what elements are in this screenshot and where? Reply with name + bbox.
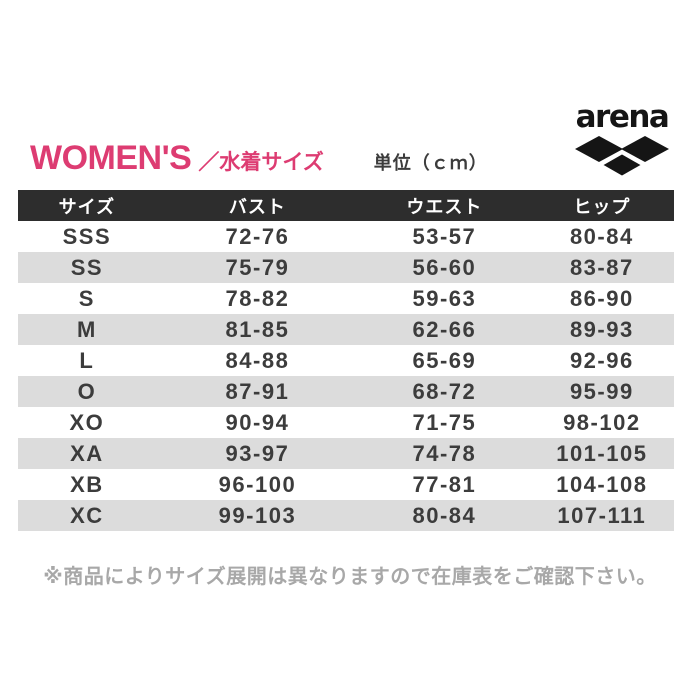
cell-bust: 84-88 bbox=[225, 347, 290, 373]
size-table-body: SSS 72-76 53-57 80-84 SS 75-79 56-60 83-… bbox=[18, 221, 674, 531]
cell-waist: 68-72 bbox=[412, 378, 477, 404]
cell-waist: 65-69 bbox=[412, 347, 477, 373]
cell-bust: 72-76 bbox=[225, 223, 290, 249]
cell-bust: 90-94 bbox=[225, 409, 290, 435]
cell-hip: 92-96 bbox=[569, 347, 634, 373]
cell-hip: 104-108 bbox=[556, 471, 648, 497]
cell-hip: 101-105 bbox=[556, 440, 648, 466]
table-row: XO 90-94 71-75 98-102 bbox=[18, 407, 674, 438]
column-header-size: サイズ bbox=[18, 190, 156, 221]
table-row: XC 99-103 80-84 107-111 bbox=[18, 500, 674, 531]
cell-waist: 59-63 bbox=[412, 285, 477, 311]
cell-hip: 80-84 bbox=[569, 223, 634, 249]
arena-logo: arena bbox=[570, 102, 674, 180]
footer-note: ※商品によりサイズ展開は異なりますので在庫表をご確認下さい。 bbox=[43, 566, 657, 588]
cell-size: O bbox=[77, 378, 97, 404]
cell-bust: 78-82 bbox=[225, 285, 290, 311]
cell-size: SS bbox=[70, 254, 104, 280]
cell-waist: 71-75 bbox=[412, 409, 477, 435]
page-subtitle: ／水着サイズ bbox=[198, 151, 324, 174]
arena-wordmark: arena bbox=[575, 99, 670, 135]
cell-waist: 53-57 bbox=[412, 223, 477, 249]
cell-bust: 81-85 bbox=[225, 316, 290, 342]
column-header-bust: バスト bbox=[155, 190, 360, 221]
cell-size: SSS bbox=[62, 223, 112, 249]
cell-hip: 89-93 bbox=[569, 316, 634, 342]
cell-hip: 86-90 bbox=[569, 285, 634, 311]
cell-size: XA bbox=[70, 440, 104, 466]
arena-diamonds-icon bbox=[575, 136, 669, 179]
cell-size: S bbox=[78, 285, 95, 311]
table-row: M 81-85 62-66 89-93 bbox=[18, 314, 674, 345]
cell-waist: 74-78 bbox=[412, 440, 477, 466]
table-row: XB 96-100 77-81 104-108 bbox=[18, 469, 674, 500]
column-header-hip: ヒップ bbox=[529, 190, 674, 221]
cell-size: XC bbox=[70, 502, 104, 528]
cell-size: M bbox=[76, 316, 97, 342]
cell-hip: 107-111 bbox=[557, 502, 647, 528]
cell-bust: 93-97 bbox=[225, 440, 290, 466]
table-row: S 78-82 59-63 86-90 bbox=[18, 283, 674, 314]
table-row: XA 93-97 74-78 101-105 bbox=[18, 438, 674, 469]
cell-bust: 99-103 bbox=[218, 502, 297, 528]
table-row: L 84-88 65-69 92-96 bbox=[18, 345, 674, 376]
cell-hip: 83-87 bbox=[569, 254, 634, 280]
unit-label: 単位（ｃｍ） bbox=[373, 153, 488, 173]
cell-waist: 62-66 bbox=[412, 316, 477, 342]
page-title: WOMEN'S bbox=[30, 139, 192, 177]
page-header: WOMEN'S ／水着サイズ 単位（ｃｍ） bbox=[30, 139, 670, 177]
cell-waist: 77-81 bbox=[412, 471, 477, 497]
cell-hip: 95-99 bbox=[569, 378, 634, 404]
cell-size: L bbox=[79, 347, 95, 373]
cell-hip: 98-102 bbox=[563, 409, 641, 435]
cell-bust: 75-79 bbox=[225, 254, 290, 280]
header-row: サイズ バスト ウエスト ヒップ bbox=[18, 190, 674, 221]
table-row: SS 75-79 56-60 83-87 bbox=[18, 252, 674, 283]
cell-size: XB bbox=[70, 471, 104, 497]
cell-bust: 87-91 bbox=[225, 378, 290, 404]
cell-bust: 96-100 bbox=[218, 471, 297, 497]
column-header-waist: ウエスト bbox=[359, 190, 530, 221]
size-table: サイズ バスト ウエスト ヒップ SSS 72-76 53-57 80-84 S… bbox=[18, 190, 674, 531]
table-row: SSS 72-76 53-57 80-84 bbox=[18, 221, 674, 252]
cell-waist: 80-84 bbox=[412, 502, 477, 528]
size-table-header: サイズ バスト ウエスト ヒップ bbox=[18, 190, 674, 221]
cell-size: XO bbox=[69, 409, 105, 435]
cell-waist: 56-60 bbox=[412, 254, 477, 280]
table-row: O 87-91 68-72 95-99 bbox=[18, 376, 674, 407]
